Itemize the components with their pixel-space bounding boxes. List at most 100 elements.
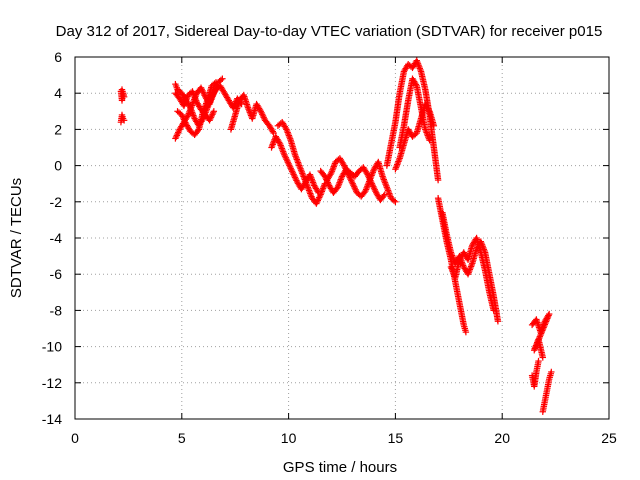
data-point xyxy=(172,135,179,142)
data-point xyxy=(172,133,180,141)
data-point xyxy=(430,122,438,129)
data-point xyxy=(364,171,371,178)
data-point xyxy=(178,111,185,119)
data-point xyxy=(350,183,358,190)
data-point xyxy=(180,116,188,123)
data-point xyxy=(290,171,297,178)
data-point xyxy=(315,189,322,196)
data-point xyxy=(292,175,299,183)
data-point xyxy=(381,191,388,198)
data-point xyxy=(284,159,292,166)
data-point xyxy=(219,75,226,82)
data-point xyxy=(539,327,546,334)
y-tick-label: -10 xyxy=(42,339,62,355)
data-point xyxy=(269,128,276,135)
data-point xyxy=(285,160,292,167)
data-point xyxy=(539,325,547,333)
data-point xyxy=(283,157,291,164)
data-point xyxy=(370,183,377,190)
data-point xyxy=(392,198,399,205)
data-point xyxy=(541,322,548,330)
y-tick-label: -6 xyxy=(50,266,63,282)
data-point xyxy=(314,197,321,204)
data-point xyxy=(434,176,442,184)
y-tick-label: 0 xyxy=(54,158,62,174)
data-point xyxy=(538,328,545,336)
data-point xyxy=(270,129,277,137)
data-point xyxy=(316,192,324,200)
data-points xyxy=(117,57,555,415)
data-point xyxy=(179,113,186,120)
data-point xyxy=(209,111,216,118)
data-point xyxy=(257,108,265,115)
data-point xyxy=(288,168,296,175)
data-point xyxy=(180,114,187,122)
data-point xyxy=(288,166,295,174)
data-point xyxy=(211,80,218,87)
data-point xyxy=(541,321,549,328)
data-point xyxy=(291,172,298,180)
data-point xyxy=(365,172,372,180)
data-point xyxy=(181,117,188,125)
x-tick-label: 20 xyxy=(494,430,510,446)
y-tick-label: -8 xyxy=(50,302,63,318)
data-point xyxy=(347,175,354,183)
data-point xyxy=(540,324,547,331)
x-tick-label: 15 xyxy=(388,430,404,446)
data-point xyxy=(118,86,126,93)
x-tick-label: 0 xyxy=(71,430,79,446)
data-point xyxy=(198,86,205,93)
data-point xyxy=(174,130,181,138)
data-point xyxy=(321,173,329,180)
y-axis-title: SDTVAR / TECUs xyxy=(8,178,25,298)
x-tick-label: 5 xyxy=(178,430,186,446)
data-point xyxy=(348,177,355,184)
data-point xyxy=(542,319,549,327)
chart-title: Day 312 of 2017, Sidereal Day-to-day VTE… xyxy=(56,23,603,40)
grid-lines xyxy=(75,57,609,419)
plot-frame xyxy=(74,56,610,420)
data-point xyxy=(209,109,217,117)
data-point xyxy=(260,114,267,121)
data-point xyxy=(370,185,378,192)
data-point xyxy=(229,104,237,111)
data-point xyxy=(369,182,376,189)
data-point xyxy=(314,188,321,195)
axis-ticks: 0 5 10 15 20 25 -14 -12 -10 -8 -6 -4 -2 0 2 4 6 xyxy=(42,49,617,446)
data-point xyxy=(313,200,320,207)
data-point xyxy=(340,162,348,169)
data-point xyxy=(281,153,289,160)
data-point xyxy=(390,197,398,204)
data-point xyxy=(120,117,128,124)
x-axis-title: GPS time / hours xyxy=(283,459,397,476)
data-point xyxy=(197,84,205,91)
data-point xyxy=(217,76,225,84)
y-tick-label: -2 xyxy=(50,194,63,210)
data-point xyxy=(287,165,294,172)
data-point xyxy=(365,174,373,181)
data-point xyxy=(348,178,356,186)
data-point xyxy=(315,195,322,203)
data-point xyxy=(380,192,387,200)
data-point xyxy=(494,318,502,325)
data-point xyxy=(322,174,329,182)
data-point xyxy=(542,318,550,325)
data-point xyxy=(281,151,288,158)
data-point xyxy=(412,81,420,88)
data-point xyxy=(207,115,214,123)
data-point xyxy=(346,174,354,181)
x-tick-label: 25 xyxy=(601,430,617,446)
data-point xyxy=(313,198,321,206)
data-point xyxy=(544,315,551,322)
data-point xyxy=(545,312,552,319)
data-point xyxy=(535,357,542,365)
data-point xyxy=(230,102,237,110)
data-point xyxy=(324,179,331,186)
data-point xyxy=(206,117,213,124)
data-point xyxy=(367,177,374,184)
y-tick-label: -14 xyxy=(42,411,62,427)
data-point xyxy=(537,331,544,339)
data-point xyxy=(289,169,297,177)
data-point xyxy=(537,330,545,337)
data-point xyxy=(349,180,356,187)
